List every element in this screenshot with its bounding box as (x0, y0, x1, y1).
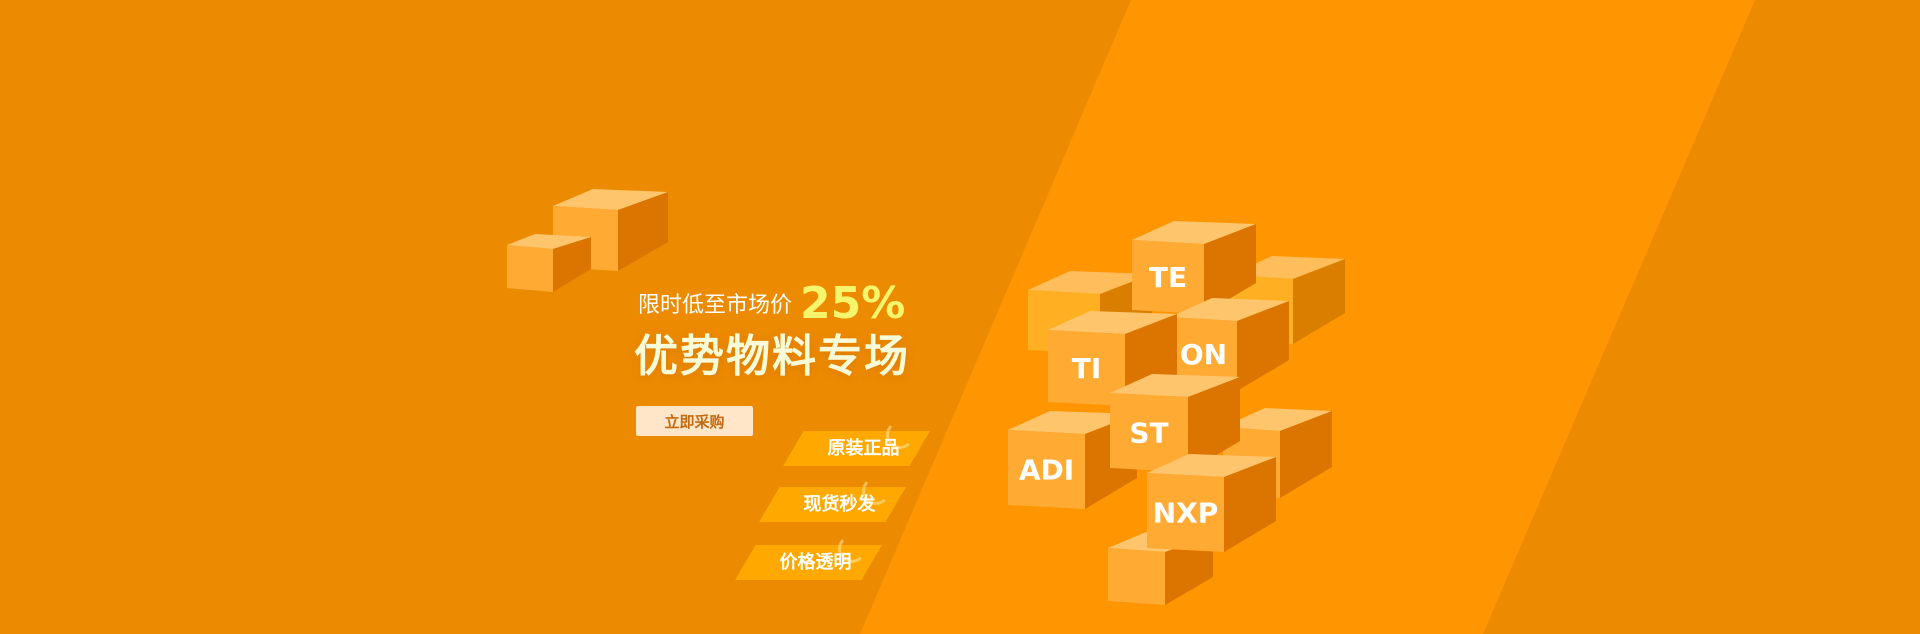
arc-decoration-icon (838, 535, 866, 563)
cube-front-face (1170, 317, 1237, 391)
cube-label: ST (1129, 417, 1168, 450)
cube-ti: TI (1048, 311, 1177, 406)
cube-top-face (1147, 454, 1276, 477)
tag-genuine: 原装正品 (783, 421, 930, 466)
cube-side-face (1293, 259, 1345, 344)
cube-side-face (1224, 457, 1276, 552)
cube-label: TI (1072, 352, 1102, 385)
cube-label: ON (1180, 338, 1227, 371)
cube-front-face (1110, 393, 1188, 472)
cube-top-face (553, 189, 668, 210)
tag-transparent-price: 价格透明 (735, 535, 882, 580)
arc-decoration-icon (886, 421, 914, 449)
cube-front-face (1132, 240, 1204, 314)
cube-top-face (1223, 408, 1332, 431)
cube-label: TE (1149, 261, 1187, 294)
cube-top-face (1110, 374, 1240, 397)
cube-top-face (1048, 311, 1177, 334)
cube-blank (507, 234, 591, 292)
cube-nxp: NXP (1147, 454, 1276, 552)
cube-top-face (507, 234, 591, 249)
cube-on: ON (1170, 298, 1289, 391)
cube-front-face (1108, 548, 1165, 605)
cube-top-face (1028, 271, 1152, 294)
cube-side-face (1165, 535, 1213, 605)
discount-percent: 25% (800, 278, 906, 329)
cube-top-face (1230, 256, 1345, 279)
buy-now-button[interactable]: 立即采购 (636, 406, 753, 436)
arc-decoration-icon (862, 477, 890, 505)
cube-top-face (1132, 221, 1256, 244)
cube-front-face (1147, 473, 1224, 552)
cube-front-face (507, 245, 553, 292)
cube-side-face (1188, 377, 1240, 472)
cube-side-face (1237, 301, 1289, 391)
cube-st: ST (1110, 374, 1240, 472)
cube-top-face (1170, 298, 1289, 321)
subtitle-text: 限时低至市场价 (638, 293, 793, 318)
cube-top-face (1008, 411, 1137, 434)
page-title: 优势物料专场 (634, 331, 910, 382)
cube-side-face (553, 237, 591, 292)
cube-side-face (1280, 411, 1332, 498)
cube-label: NXP (1153, 497, 1219, 530)
cube-label: ADI (1019, 454, 1074, 487)
tag-in-stock: 现货秒发 (759, 477, 906, 522)
cube-te: TE (1132, 221, 1256, 314)
cube-side-face (1204, 224, 1256, 314)
cube-front-face (1008, 430, 1085, 509)
cube-front-face (1048, 330, 1125, 406)
promo-subtitle: 限时低至市场价 25% (638, 278, 905, 329)
cube-side-face (618, 192, 668, 271)
